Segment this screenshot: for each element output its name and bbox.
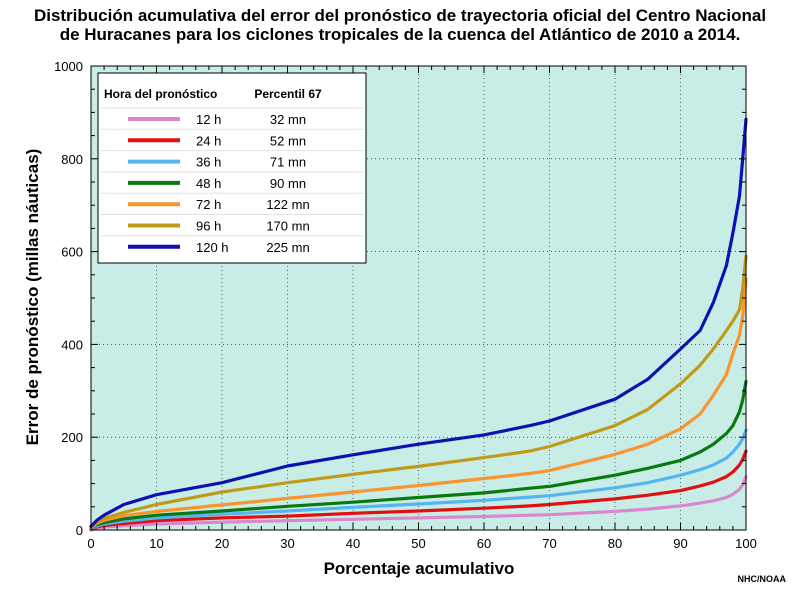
legend-hour-label: 48 h: [196, 176, 221, 191]
y-tick-label: 1000: [54, 59, 83, 74]
x-tick-label: 90: [673, 536, 687, 551]
chart-title-line-1: Distribución acumulativa del error del p…: [33, 6, 767, 25]
legend-hour-label: 72 h: [196, 197, 221, 212]
y-tick-label: 600: [61, 245, 83, 260]
legend-hour-label: 12 h: [196, 112, 221, 127]
series-line-48h: [89, 379, 748, 530]
x-tick-label: 100: [735, 536, 757, 551]
legend-percentile-value: 71 mn: [270, 155, 306, 170]
x-tick-label: 10: [149, 536, 163, 551]
y-tick-label: 200: [61, 430, 83, 445]
series-line-36h: [89, 428, 748, 531]
chart-title-line-2: de Huracanes para los ciclones tropicale…: [59, 25, 741, 44]
legend-percentile-value: 122 mn: [266, 197, 309, 212]
chart-title: Distribución acumulativa del error del p…: [0, 6, 800, 44]
x-axis-label: Porcentaje acumulativo: [324, 559, 515, 578]
x-tick-label: 80: [608, 536, 622, 551]
x-tick-label: 20: [215, 536, 229, 551]
y-tick-label: 0: [76, 523, 83, 538]
series-line-120h: [89, 117, 748, 528]
series-line-96h: [89, 254, 748, 529]
series-lines: [89, 117, 748, 532]
series-line-72h: [89, 277, 748, 530]
y-tick-label: 400: [61, 337, 83, 352]
legend-percentile-value: 52 mn: [270, 133, 306, 148]
credit-text: NHC/NOAA: [737, 574, 787, 584]
x-tick-label: 50: [411, 536, 425, 551]
axis-ticks: [90, 65, 747, 531]
legend-hour-label: 24 h: [196, 133, 221, 148]
grid-lines: [91, 66, 746, 530]
legend-hour-label: 120 h: [196, 240, 229, 255]
legend-header-hour: Hora del pronóstico: [104, 87, 217, 101]
x-tick-label: 30: [280, 536, 294, 551]
x-tick-label: 0: [87, 536, 94, 551]
series-line-12h: [89, 475, 748, 532]
x-tick-label: 40: [346, 536, 360, 551]
legend-header-percentile: Percentil 67: [254, 87, 322, 101]
series-line-24h: [89, 449, 748, 531]
legend-hour-label: 96 h: [196, 219, 221, 234]
x-tick-label: 60: [477, 536, 491, 551]
legend-percentile-value: 170 mn: [266, 219, 309, 234]
legend: Hora del pronóstico Percentil 67 12 h 32 mn…: [97, 72, 367, 264]
y-tick-label: 800: [61, 152, 83, 167]
y-axis-label: Error de pronóstico (millas náuticas): [23, 149, 42, 446]
legend-percentile-value: 32 mn: [270, 112, 306, 127]
x-tick-label: 70: [542, 536, 556, 551]
legend-hour-label: 36 h: [196, 155, 221, 170]
legend-box: [97, 72, 367, 264]
legend-percentile-value: 90 mn: [270, 176, 306, 191]
legend-percentile-value: 225 mn: [266, 240, 309, 255]
